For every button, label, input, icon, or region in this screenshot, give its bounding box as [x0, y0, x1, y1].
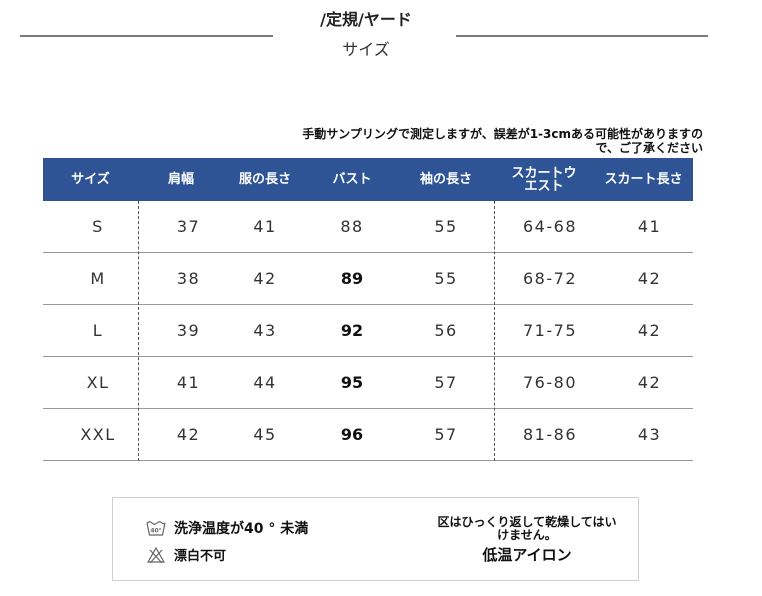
- size-table-header: サイズ 肩幅 服の長さ バスト 袖の長さ スカートウエスト スカート長さ: [43, 158, 693, 201]
- care-wash: 40° 洗浄温度が40 ° 未満: [146, 518, 308, 538]
- care-dry-iron: 区はひっくり返して乾燥してはい けません。 低温アイロン: [416, 516, 638, 565]
- header-skirt-length: スカート長さ: [604, 172, 683, 187]
- cell-skirt-waist: 68-72: [523, 269, 577, 288]
- cell-bust: 95: [340, 373, 364, 392]
- size-table: サイズ 肩幅 服の長さ バスト 袖の長さ スカートウエスト スカート長さ S 3…: [43, 158, 693, 461]
- header-divider-right: [456, 35, 708, 37]
- cell-length: 41: [253, 217, 277, 236]
- cell-skirt-waist: 76-80: [523, 373, 577, 392]
- care-tumble-line2: けません。: [497, 528, 557, 542]
- cell-sleeve: 55: [434, 217, 458, 236]
- cell-skirt-waist: 81-86: [523, 425, 577, 444]
- cell-sleeve: 56: [434, 321, 458, 340]
- cell-shoulder: 38: [176, 269, 201, 288]
- no-bleach-icon: [146, 546, 166, 563]
- table-row: XL 41 44 95 57 76-80 42: [43, 357, 693, 409]
- cell-length: 44: [253, 373, 277, 392]
- header-shoulder: 肩幅: [167, 172, 194, 187]
- cell-length: 43: [253, 321, 277, 340]
- cell-size: L: [92, 321, 104, 340]
- cell-skirt-length: 43: [637, 425, 662, 444]
- care-instructions-box: 40° 洗浄温度が40 ° 未満 漂白不可 区はひっくり返して乾燥してはい けま…: [112, 497, 639, 581]
- cell-shoulder: 37: [176, 217, 201, 236]
- table-row: S 37 41 88 55 64-68 41: [43, 201, 693, 253]
- header-bust: バスト: [332, 172, 372, 187]
- cell-shoulder: 41: [176, 373, 201, 392]
- cell-length: 45: [253, 425, 277, 444]
- cell-sleeve: 57: [434, 373, 458, 392]
- cell-skirt-length: 41: [637, 217, 662, 236]
- care-iron-text: 低温アイロン: [482, 546, 572, 564]
- header-size: サイズ: [71, 172, 110, 187]
- measurement-note-line1: 手動サンプリングで測定しますが、誤差が1-3cmある可能性がありますの: [302, 127, 703, 141]
- care-bleach-text: 漂白不可: [174, 549, 227, 564]
- cell-size: M: [90, 269, 106, 288]
- cell-shoulder: 42: [176, 425, 201, 444]
- column-divider: [494, 201, 495, 461]
- wash-tub-icon: 40°: [146, 521, 166, 536]
- header-skirt-waist: スカートウエスト: [511, 165, 577, 194]
- cell-sleeve: 55: [434, 269, 458, 288]
- page-title: /定規/ヤード: [320, 10, 412, 29]
- wash-temp-label: 40°: [150, 528, 161, 535]
- cell-skirt-length: 42: [637, 269, 662, 288]
- cell-shoulder: 39: [176, 321, 201, 340]
- size-table-body: S 37 41 88 55 64-68 41 M 38 42 89 55 68-…: [43, 201, 693, 461]
- cell-size: XL: [86, 373, 110, 392]
- header-length: 服の長さ: [238, 172, 291, 187]
- cell-skirt-waist: 71-75: [523, 321, 577, 340]
- cell-bust: 96: [340, 425, 364, 444]
- table-row: L 39 43 92 56 71-75 42: [43, 305, 693, 357]
- cell-size: S: [92, 217, 104, 236]
- measurement-note: 手動サンプリングで測定しますが、誤差が1-3cmある可能性がありますの で、ご了…: [183, 127, 703, 155]
- care-bleach: 漂白不可: [146, 545, 226, 564]
- cell-bust: 92: [340, 321, 364, 340]
- table-row: M 38 42 89 55 68-72 42: [43, 253, 693, 305]
- cell-size: XXL: [80, 425, 116, 444]
- cell-length: 42: [253, 269, 277, 288]
- table-row: XXL 42 45 96 57 81-86 43: [43, 409, 693, 461]
- cell-skirt-length: 42: [637, 321, 662, 340]
- cell-skirt-waist: 64-68: [523, 217, 577, 236]
- measurement-note-line2: で、ご了承ください: [595, 141, 703, 155]
- page-subtitle: サイズ: [342, 40, 390, 59]
- care-wash-text: 洗浄温度が40 ° 未満: [174, 521, 309, 537]
- care-tumble-line1: 区はひっくり返して乾燥してはい: [437, 515, 617, 529]
- cell-sleeve: 57: [434, 425, 458, 444]
- cell-bust: 89: [340, 269, 364, 288]
- cell-bust: 88: [340, 217, 364, 236]
- column-divider: [138, 201, 139, 461]
- header-sleeve: 袖の長さ: [419, 172, 472, 187]
- cell-skirt-length: 42: [637, 373, 662, 392]
- header-divider-left: [20, 35, 273, 37]
